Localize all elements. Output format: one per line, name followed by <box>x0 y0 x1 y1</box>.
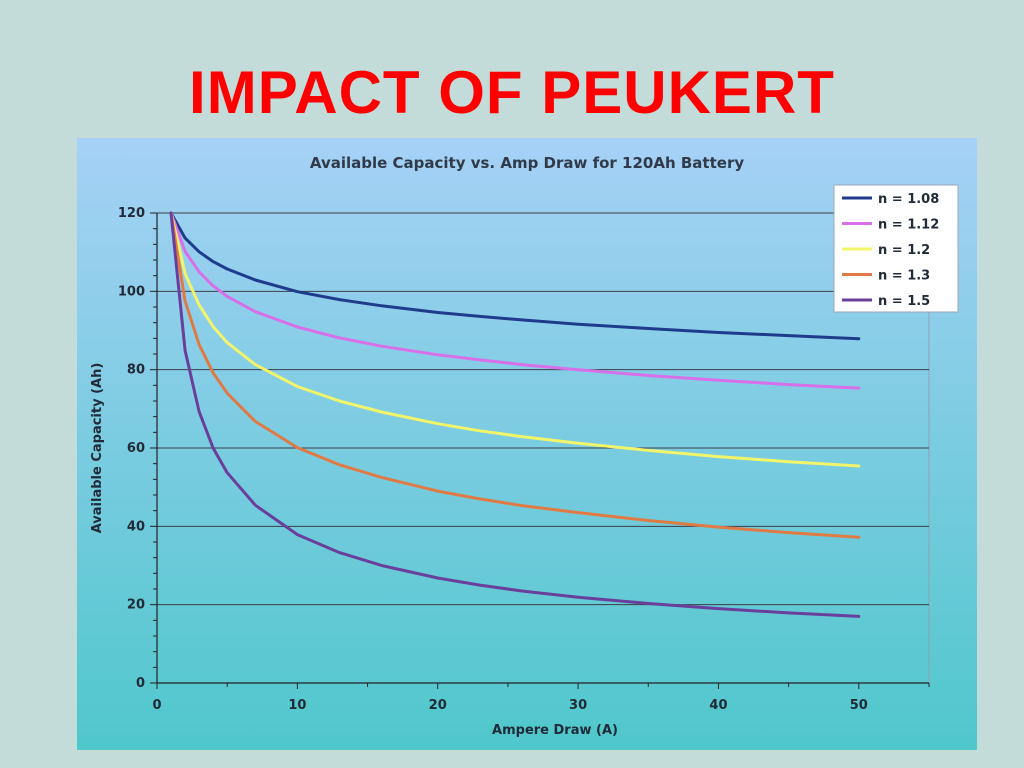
y-tick-label: 40 <box>127 519 145 534</box>
chart-title: Available Capacity vs. Amp Draw for 120A… <box>310 154 744 172</box>
x-tick-label: 20 <box>429 698 447 713</box>
y-tick-label: 20 <box>127 598 145 613</box>
legend-label: n = 1.08 <box>878 192 939 207</box>
y-tick-labels: 0 20 40 60 80 100 120 <box>118 206 145 691</box>
legend-label: n = 1.3 <box>878 269 930 284</box>
line-chart: 0 20 40 60 80 100 120 0 10 20 30 40 50 Available Ca… <box>77 138 977 750</box>
series-line-3 <box>169 211 861 468</box>
y-tick-label: 120 <box>118 206 145 221</box>
chart-background <box>77 138 977 750</box>
x-tick-label: 40 <box>709 698 727 713</box>
x-tick-label: 10 <box>288 698 306 713</box>
legend: n = 1.08 n = 1.12 n = 1.2 n = 1.3 n = 1.5 <box>833 184 959 313</box>
y-tick-label: 60 <box>127 441 145 456</box>
minor-ticks <box>150 212 930 689</box>
series-line-2 <box>169 211 861 390</box>
y-tick-label: 0 <box>136 676 145 691</box>
series-line-1 <box>169 211 861 341</box>
y-axis-title: Available Capacity (Ah) <box>90 363 105 534</box>
legend-label: n = 1.2 <box>878 243 930 258</box>
series-line-5 <box>169 211 861 618</box>
x-tick-label: 0 <box>152 698 161 713</box>
x-tick-label: 50 <box>850 698 868 713</box>
y-tick-label: 100 <box>118 284 145 299</box>
x-axis-title: Ampere Draw (A) <box>492 723 618 738</box>
slide-title: IMPACT OF PEUKERT <box>189 59 835 126</box>
x-tick-labels: 0 10 20 30 40 50 <box>152 698 867 713</box>
y-tick-label: 80 <box>127 363 145 378</box>
series-line-4 <box>169 211 861 539</box>
legend-label: n = 1.12 <box>878 218 939 233</box>
x-tick-label: 30 <box>569 698 587 713</box>
chart-panel: 0 20 40 60 80 100 120 0 10 20 30 40 50 Available Ca… <box>77 138 977 750</box>
legend-label: n = 1.5 <box>878 294 930 309</box>
series-lines <box>169 211 861 618</box>
